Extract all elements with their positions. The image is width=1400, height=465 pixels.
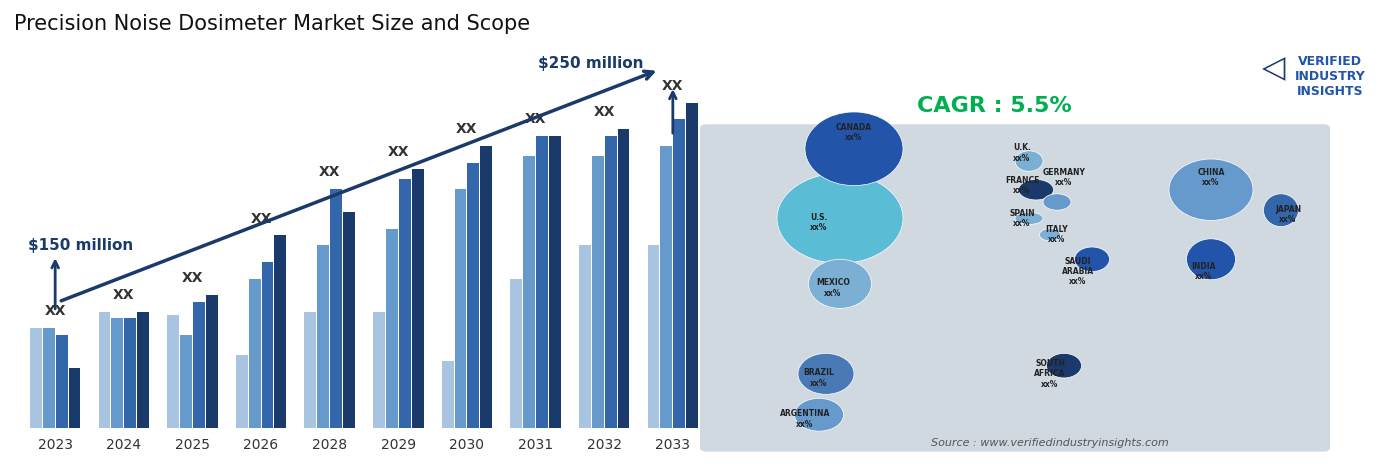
Ellipse shape bbox=[809, 259, 871, 308]
Bar bbox=[43, 328, 55, 428]
Bar bbox=[372, 312, 385, 428]
Text: CHINA
xx%: CHINA xx% bbox=[1197, 168, 1225, 187]
Text: XX: XX bbox=[251, 212, 272, 226]
Ellipse shape bbox=[1047, 353, 1081, 378]
Bar bbox=[549, 136, 561, 428]
Ellipse shape bbox=[1187, 239, 1235, 280]
Text: GERMANY
xx%: GERMANY xx% bbox=[1043, 168, 1085, 187]
Bar bbox=[98, 312, 111, 428]
Bar bbox=[455, 189, 466, 428]
Text: Source : www.verifiedindustryinsights.com: Source : www.verifiedindustryinsights.co… bbox=[931, 438, 1169, 447]
Bar bbox=[617, 129, 630, 428]
Text: XX: XX bbox=[45, 305, 66, 319]
Bar bbox=[112, 319, 123, 428]
Bar bbox=[262, 262, 273, 428]
Bar bbox=[648, 246, 659, 428]
Text: MEXICO
xx%: MEXICO xx% bbox=[816, 278, 850, 298]
Text: XX: XX bbox=[319, 165, 340, 179]
Text: BRAZIL
xx%: BRAZIL xx% bbox=[804, 368, 834, 388]
Ellipse shape bbox=[1043, 194, 1071, 210]
Ellipse shape bbox=[1019, 179, 1053, 200]
Bar bbox=[605, 136, 616, 428]
Ellipse shape bbox=[1015, 212, 1043, 225]
Text: XX: XX bbox=[594, 106, 615, 120]
Bar bbox=[56, 335, 67, 428]
Text: ◁: ◁ bbox=[1263, 55, 1285, 84]
Ellipse shape bbox=[1263, 194, 1299, 226]
Text: XX: XX bbox=[182, 271, 203, 285]
Bar bbox=[468, 163, 479, 428]
Text: CAGR : 5.5%: CAGR : 5.5% bbox=[917, 96, 1071, 116]
Text: SPAIN
xx%: SPAIN xx% bbox=[1009, 209, 1035, 228]
Text: CANADA
xx%: CANADA xx% bbox=[836, 123, 872, 142]
Ellipse shape bbox=[795, 399, 843, 431]
Bar bbox=[536, 136, 547, 428]
Bar bbox=[29, 328, 42, 428]
Bar bbox=[673, 120, 685, 428]
Text: XX: XX bbox=[113, 288, 134, 302]
Bar bbox=[193, 302, 204, 428]
Bar bbox=[442, 361, 454, 428]
Bar bbox=[661, 146, 672, 428]
Text: FRANCE
xx%: FRANCE xx% bbox=[1005, 176, 1039, 195]
Text: SAUDI
ARABIA
xx%: SAUDI ARABIA xx% bbox=[1063, 257, 1093, 286]
Bar bbox=[181, 335, 192, 428]
Text: Precision Noise Dosimeter Market Size and Scope: Precision Noise Dosimeter Market Size an… bbox=[14, 14, 531, 34]
Bar bbox=[343, 213, 356, 428]
Text: XX: XX bbox=[662, 79, 683, 93]
Text: XX: XX bbox=[456, 122, 477, 136]
Bar bbox=[524, 156, 535, 428]
Bar bbox=[511, 279, 522, 428]
Bar bbox=[412, 169, 424, 428]
Bar bbox=[206, 295, 217, 428]
Bar bbox=[125, 319, 136, 428]
Text: ITALY
xx%: ITALY xx% bbox=[1046, 225, 1068, 245]
Bar bbox=[480, 146, 493, 428]
Text: XX: XX bbox=[525, 112, 546, 126]
Bar bbox=[318, 246, 329, 428]
Bar bbox=[167, 315, 179, 428]
Bar bbox=[137, 312, 148, 428]
Text: VERIFIED
INDUSTRY
INSIGHTS: VERIFIED INDUSTRY INSIGHTS bbox=[1295, 55, 1365, 98]
FancyBboxPatch shape bbox=[700, 124, 1330, 452]
Ellipse shape bbox=[1169, 159, 1253, 220]
Bar bbox=[304, 312, 316, 428]
Bar bbox=[386, 229, 398, 428]
Bar bbox=[69, 368, 80, 428]
Text: XX: XX bbox=[388, 145, 409, 159]
Bar bbox=[580, 246, 591, 428]
Text: ARGENTINA
xx%: ARGENTINA xx% bbox=[780, 409, 830, 429]
Ellipse shape bbox=[777, 173, 903, 263]
Ellipse shape bbox=[1039, 229, 1061, 241]
Bar bbox=[249, 279, 260, 428]
Text: U.K.
xx%: U.K. xx% bbox=[1014, 143, 1030, 163]
Bar bbox=[235, 355, 248, 428]
Bar bbox=[274, 235, 286, 428]
Text: SOUTH
AFRICA
xx%: SOUTH AFRICA xx% bbox=[1035, 359, 1065, 389]
Text: U.S.
xx%: U.S. xx% bbox=[811, 213, 827, 232]
Ellipse shape bbox=[1075, 247, 1109, 272]
Text: INDIA
xx%: INDIA xx% bbox=[1191, 262, 1217, 281]
Bar bbox=[399, 179, 410, 428]
Bar bbox=[686, 103, 699, 428]
Text: $250 million: $250 million bbox=[538, 56, 643, 71]
Ellipse shape bbox=[1015, 151, 1043, 171]
Bar bbox=[592, 156, 603, 428]
Ellipse shape bbox=[798, 353, 854, 394]
Text: $150 million: $150 million bbox=[28, 238, 133, 253]
Text: JAPAN
xx%: JAPAN xx% bbox=[1275, 205, 1301, 224]
Ellipse shape bbox=[805, 112, 903, 186]
Bar bbox=[330, 189, 342, 428]
